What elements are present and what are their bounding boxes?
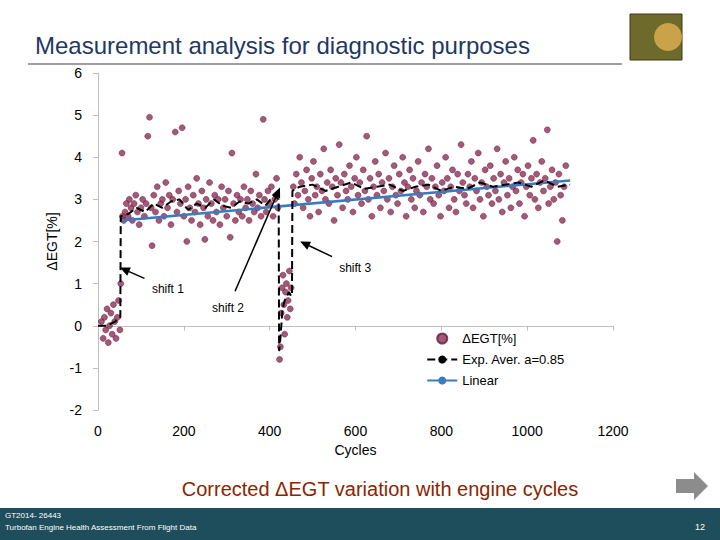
svg-text:ΔEGT[%]: ΔEGT[%] [44,212,60,270]
svg-text:2: 2 [74,234,82,250]
svg-text:3: 3 [74,191,82,207]
svg-text:Measurement analysis for diagn: Measurement analysis for diagnostic purp… [35,32,530,59]
svg-text:GT2014- 26443: GT2014- 26443 [5,511,62,520]
svg-text:800: 800 [430,423,454,439]
svg-text:shift 3: shift 3 [339,261,371,275]
svg-text:ΔEGT[%]: ΔEGT[%] [462,331,516,346]
svg-text:1: 1 [74,276,82,292]
svg-text:Turbofan Engine Health Assessm: Turbofan Engine Health Assessment From F… [5,523,197,532]
svg-text:-2: -2 [70,402,83,418]
svg-text:400: 400 [258,423,282,439]
svg-text:Linear: Linear [462,373,499,388]
svg-text:5: 5 [74,107,82,123]
svg-text:12: 12 [695,522,705,532]
svg-text:6: 6 [74,65,82,81]
svg-text:200: 200 [172,423,196,439]
svg-text:600: 600 [344,423,368,439]
svg-text:0: 0 [94,423,102,439]
svg-text:Exp. Aver. a=0.85: Exp. Aver. a=0.85 [462,352,564,367]
svg-text:-1: -1 [70,360,83,376]
svg-text:1200: 1200 [597,423,628,439]
svg-text:shift 1: shift 1 [152,282,184,296]
svg-text:4: 4 [74,149,82,165]
svg-text:1000: 1000 [512,423,543,439]
svg-text:Cycles: Cycles [334,442,376,458]
svg-text:shift 2: shift 2 [212,301,244,315]
svg-text:0: 0 [74,318,82,334]
svg-text:Corrected ΔEGT variation with: Corrected ΔEGT variation with engine cyc… [182,478,579,500]
